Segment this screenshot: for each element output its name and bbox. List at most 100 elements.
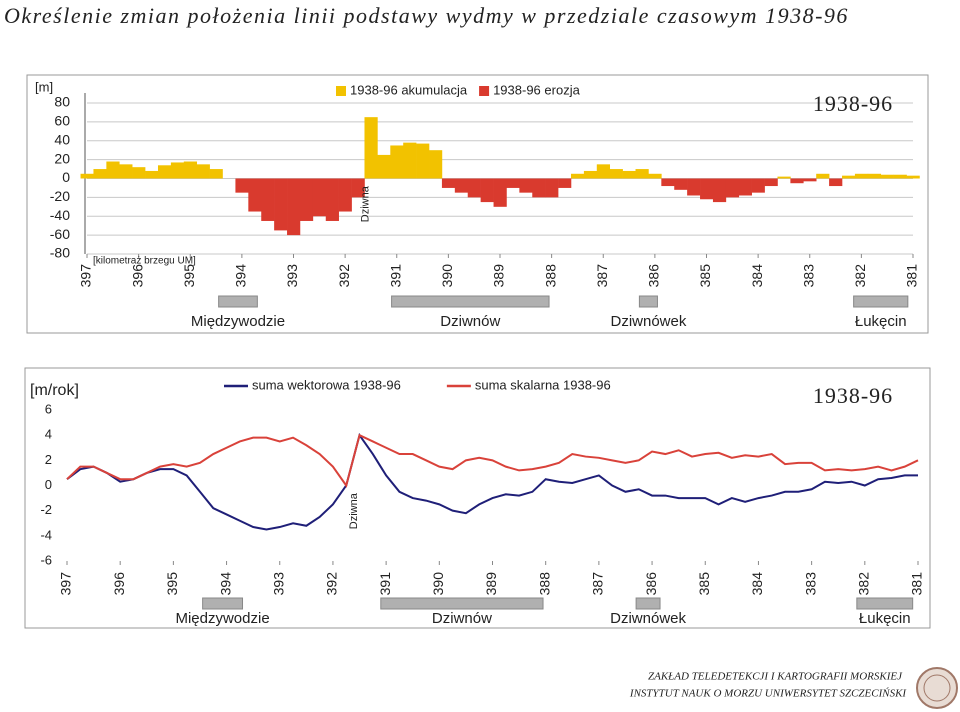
bar [299,178,314,221]
bar [493,178,507,207]
x-tick-label: 392 [336,264,352,288]
x-tick-label: 395 [181,264,197,288]
bar [157,165,172,179]
region-label: Międzywodzie [191,313,285,330]
x-tick-label: 381 [904,264,920,288]
bar [700,178,714,200]
bar [235,178,249,193]
bar [506,178,520,188]
bar [880,174,894,179]
bar [661,178,675,187]
x-tick-label: 396 [129,264,145,288]
logo-ring [923,674,951,702]
bar [441,178,456,188]
bar [803,178,817,182]
region-bar [380,597,544,610]
region-bar [638,295,658,308]
bar [622,170,636,179]
line [66,432,918,531]
chart-frame [24,367,931,629]
bar [480,178,494,203]
y-tick-label: 80 [54,94,70,110]
y-axis-label: [m] [35,79,53,94]
x-tick-label: 390 [439,264,455,288]
bar [790,178,804,184]
logo [916,667,958,709]
bar [364,117,378,179]
bar [80,173,94,179]
annotation: Dziwna [348,492,360,529]
bar [467,178,481,198]
region-bar [202,597,244,610]
y-tick-label: 0 [62,169,70,185]
chart-frame [26,74,929,334]
x-tick-label: 385 [697,264,713,288]
bar [854,173,869,179]
y-tick-label: -20 [50,188,70,204]
region-bar [856,597,914,610]
x-tick-label: 397 [58,572,74,596]
x-tick-label: 394 [233,264,249,288]
region-bar [218,295,258,308]
bar [764,178,778,187]
legend-label: 1938-96 erozja [493,82,580,97]
bar [119,164,133,179]
bar [454,178,469,193]
bar [377,154,391,179]
y-tick-label: -80 [50,245,70,261]
x-axis-label: [kilometraż brzegu UM] [93,256,196,267]
period-label: 1938-96 [813,91,893,116]
y-tick-label: -40 [50,207,70,223]
x-tick-label: 390 [430,572,446,596]
bar [712,178,727,203]
region-label: Łukęcin [855,313,907,330]
x-tick-label: 383 [800,264,816,288]
bar [532,178,546,198]
footer-line: INSTYTUT NAUK O MORZU UNIWERSYTET SZCZEC… [629,688,908,700]
x-tick-label: 396 [111,572,127,596]
x-tick-label: 394 [217,572,233,596]
bar [338,178,352,212]
region-label: Międzywodzie [175,610,269,627]
annotation: Dziwna [360,185,372,222]
bar [751,178,765,193]
y-tick-label: -6 [40,552,52,567]
y-tick-label: 2 [45,452,52,467]
bar [829,178,843,187]
region-label: Łukęcin [859,610,911,627]
bar [570,173,585,179]
bar [312,178,327,217]
bar [145,170,159,179]
bar [738,178,752,196]
bar [893,174,907,179]
bar [183,161,198,179]
footer-line: ZAKŁAD TELEDETEKCJI I KARTOGRAFII MORSKI… [648,671,903,683]
bar [351,178,365,198]
y-axis-label: [m/rok] [30,382,79,399]
bar [609,169,623,179]
legend-swatch [479,86,490,96]
x-tick-label: 387 [590,572,606,596]
y-tick-label: -2 [40,502,52,517]
region-label: Dziwnów [432,610,492,627]
y-tick-label: 0 [45,477,52,492]
x-tick-label: 386 [643,572,659,596]
bar [196,164,210,179]
bar [519,178,533,193]
bar [867,173,882,179]
region-label: Dziwnów [440,313,500,330]
period-label: 1938-96 [813,383,893,408]
x-tick-label: 384 [749,572,765,596]
legend-label: 1938-96 akumulacja [350,82,468,97]
x-tick-label: 395 [164,572,180,596]
x-tick-label: 382 [852,264,868,288]
x-tick-label: 391 [387,264,403,288]
bar [170,162,185,179]
legend-swatch [336,86,346,96]
bar [648,173,662,179]
y-tick-label: -4 [40,527,52,542]
x-tick-label: 381 [909,572,925,596]
bar [777,176,791,179]
bar [287,178,301,236]
